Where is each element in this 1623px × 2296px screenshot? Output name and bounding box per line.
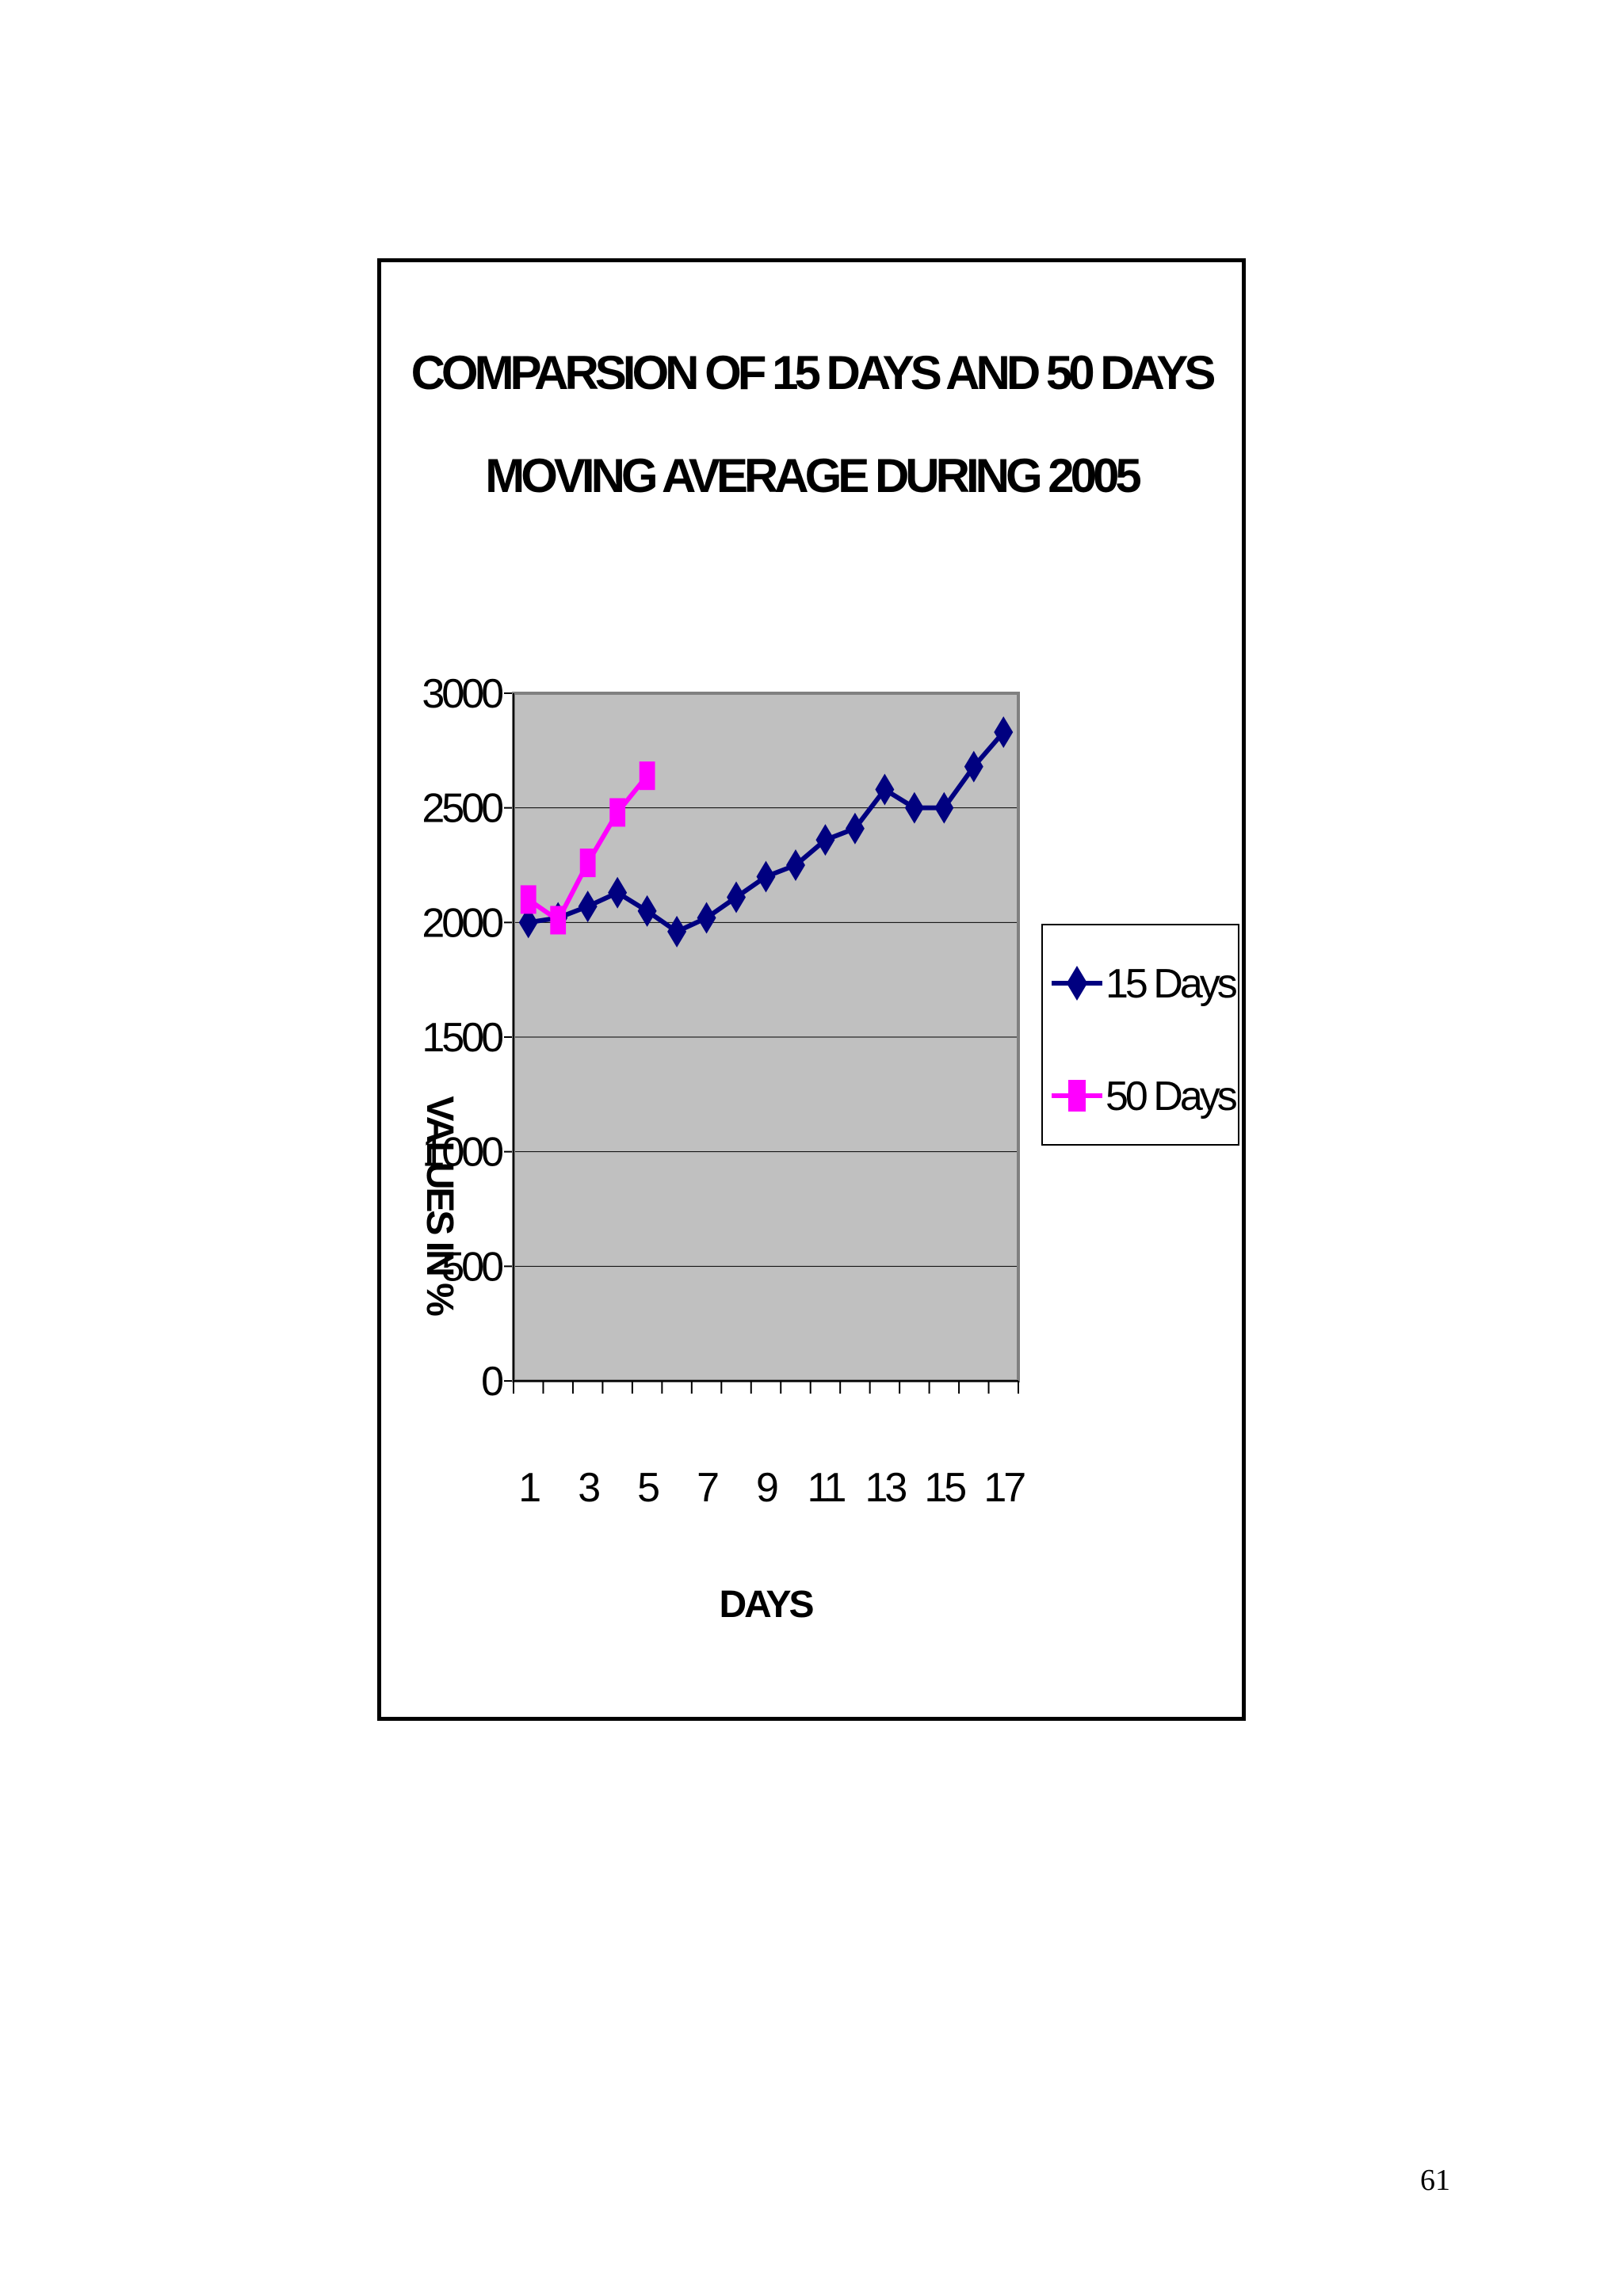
data-point-series-1 <box>667 915 687 948</box>
y-tick-label: 0 <box>481 1359 502 1405</box>
x-tick-label: 1 <box>518 1465 540 1511</box>
x-tick-label: 11 <box>807 1465 845 1511</box>
page-number: 61 <box>1420 2164 1450 2197</box>
y-tick-label: 2500 <box>422 786 502 832</box>
legend-label-1: 15 Days MA <box>1106 961 1242 1007</box>
chart-title-line-1: COMPARSION OF 15 DAYS AND 50 DAYS <box>411 346 1215 399</box>
chart-frame: COMPARSION OF 15 DAYS AND 50 DAYS MOVING… <box>377 258 1246 1721</box>
x-tick-label: 3 <box>578 1465 599 1511</box>
data-point-series-1 <box>904 791 924 824</box>
data-point-series-1 <box>845 812 865 845</box>
data-point-series-2 <box>520 885 537 914</box>
y-tick-label: 500 <box>441 1244 502 1290</box>
x-tick-label: 5 <box>637 1465 659 1511</box>
y-tick-label: 1500 <box>422 1015 502 1061</box>
data-point-series-1 <box>785 849 805 881</box>
y-tick-label: 3000 <box>422 671 502 717</box>
x-tick-label: 17 <box>983 1465 1025 1511</box>
y-tick-label: 2000 <box>422 900 502 946</box>
data-point-series-1 <box>727 881 747 913</box>
legend-marker-2 <box>1068 1080 1086 1112</box>
data-point-series-1 <box>815 824 835 856</box>
data-point-series-2 <box>609 798 626 827</box>
chart-title-line-2: MOVING AVERAGE DURING 2005 <box>485 449 1140 502</box>
data-point-series-1 <box>578 891 598 923</box>
data-point-series-1 <box>934 791 954 824</box>
data-point-series-2 <box>639 761 655 791</box>
data-point-series-1 <box>608 876 628 909</box>
legend-marker-1 <box>1066 966 1088 1001</box>
x-axis-title: DAYS <box>720 1584 814 1626</box>
x-tick-label: 13 <box>865 1465 906 1511</box>
data-point-series-1 <box>637 894 657 927</box>
x-tick-label: 7 <box>697 1465 718 1511</box>
legend-label-2: 50 Days MA <box>1106 1074 1242 1119</box>
data-point-series-2 <box>579 849 596 878</box>
x-tick-label: 9 <box>756 1465 777 1511</box>
data-point-series-1 <box>756 860 776 893</box>
data-point-series-1 <box>697 902 716 934</box>
data-point-series-2 <box>550 906 567 935</box>
chart-svg: COMPARSION OF 15 DAYS AND 50 DAYS MOVING… <box>411 346 1242 1626</box>
data-point-series-1 <box>994 716 1014 749</box>
x-tick-label: 15 <box>924 1465 965 1511</box>
y-tick-label: 1000 <box>422 1130 502 1176</box>
data-point-series-1 <box>875 773 895 806</box>
data-point-series-1 <box>964 750 983 783</box>
data-point-series-1 <box>518 906 538 939</box>
legend: 15 Days MA 50 Days MA <box>1041 924 1242 1146</box>
y-axis-title: VALUES IN % <box>418 1096 460 1316</box>
